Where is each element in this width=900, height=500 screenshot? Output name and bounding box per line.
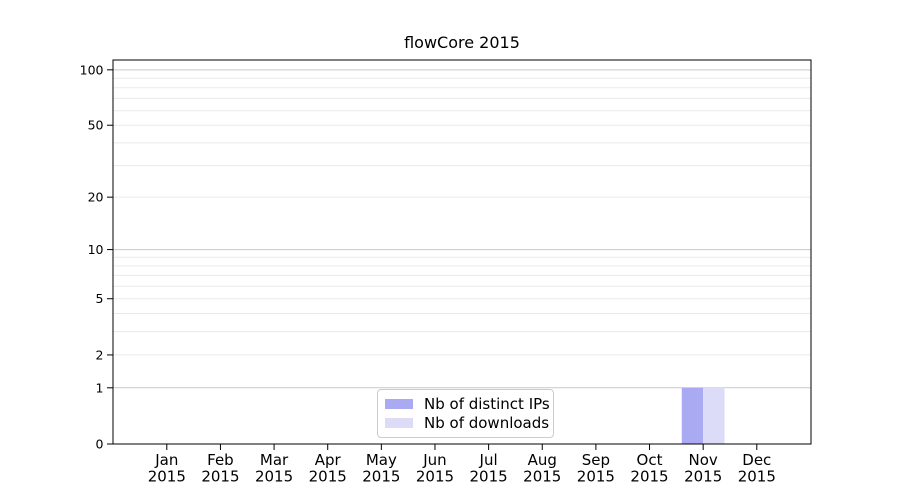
x-tick-year-label: 2015 xyxy=(684,468,722,486)
x-tick-month-label: Oct xyxy=(637,451,663,469)
x-tick-year-label: 2015 xyxy=(738,468,776,486)
x-tick-year-label: 2015 xyxy=(416,468,454,486)
legend-label: Nb of distinct IPs xyxy=(424,394,550,413)
x-tick-year-label: 2015 xyxy=(362,468,400,486)
chart-title: flowCore 2015 xyxy=(404,33,520,52)
y-tick-label: 20 xyxy=(88,190,104,205)
y-tick-label: 0 xyxy=(96,437,104,452)
y-tick-label: 5 xyxy=(96,291,104,306)
x-tick-month-label: Jul xyxy=(479,451,498,469)
x-tick-year-label: 2015 xyxy=(148,468,186,486)
y-tick-label: 2 xyxy=(96,347,104,362)
axis-frame xyxy=(112,59,812,445)
legend-item: Nb of downloads xyxy=(385,413,550,432)
legend-item: Nb of distinct IPs xyxy=(385,394,550,413)
x-tick-month-label: Dec xyxy=(742,451,771,469)
x-tick-month-label: Feb xyxy=(207,451,234,469)
x-tick-month-label: Mar xyxy=(260,451,289,469)
x-tick-year-label: 2015 xyxy=(470,468,508,486)
x-tick-month-label: Nov xyxy=(689,451,718,469)
x-tick-month-label: Jun xyxy=(422,451,446,469)
y-tick-label: 10 xyxy=(88,242,104,257)
y-tick-label: 100 xyxy=(80,62,104,77)
bar-downloads xyxy=(703,387,725,444)
x-tick-year-label: 2015 xyxy=(630,468,668,486)
legend-label: Nb of downloads xyxy=(424,413,550,432)
x-tick-month-label: Aug xyxy=(528,451,557,469)
x-tick-year-label: 2015 xyxy=(577,468,615,486)
bar-distinct-ips xyxy=(681,387,704,444)
legend: Nb of distinct IPs Nb of downloads xyxy=(377,389,554,438)
y-tick-label: 50 xyxy=(88,118,104,133)
x-tick-month-label: May xyxy=(366,451,397,469)
x-tick-year-label: 2015 xyxy=(309,468,347,486)
x-tick-month-label: Apr xyxy=(315,451,342,469)
x-tick-year-label: 2015 xyxy=(201,468,239,486)
x-tick-month-label: Jan xyxy=(154,451,178,469)
legend-swatch xyxy=(385,418,413,428)
x-tick-year-label: 2015 xyxy=(523,468,561,486)
x-tick-year-label: 2015 xyxy=(255,468,293,486)
x-tick-month-label: Sep xyxy=(582,451,610,469)
y-tick-label: 1 xyxy=(96,380,104,395)
legend-swatch xyxy=(385,399,413,409)
